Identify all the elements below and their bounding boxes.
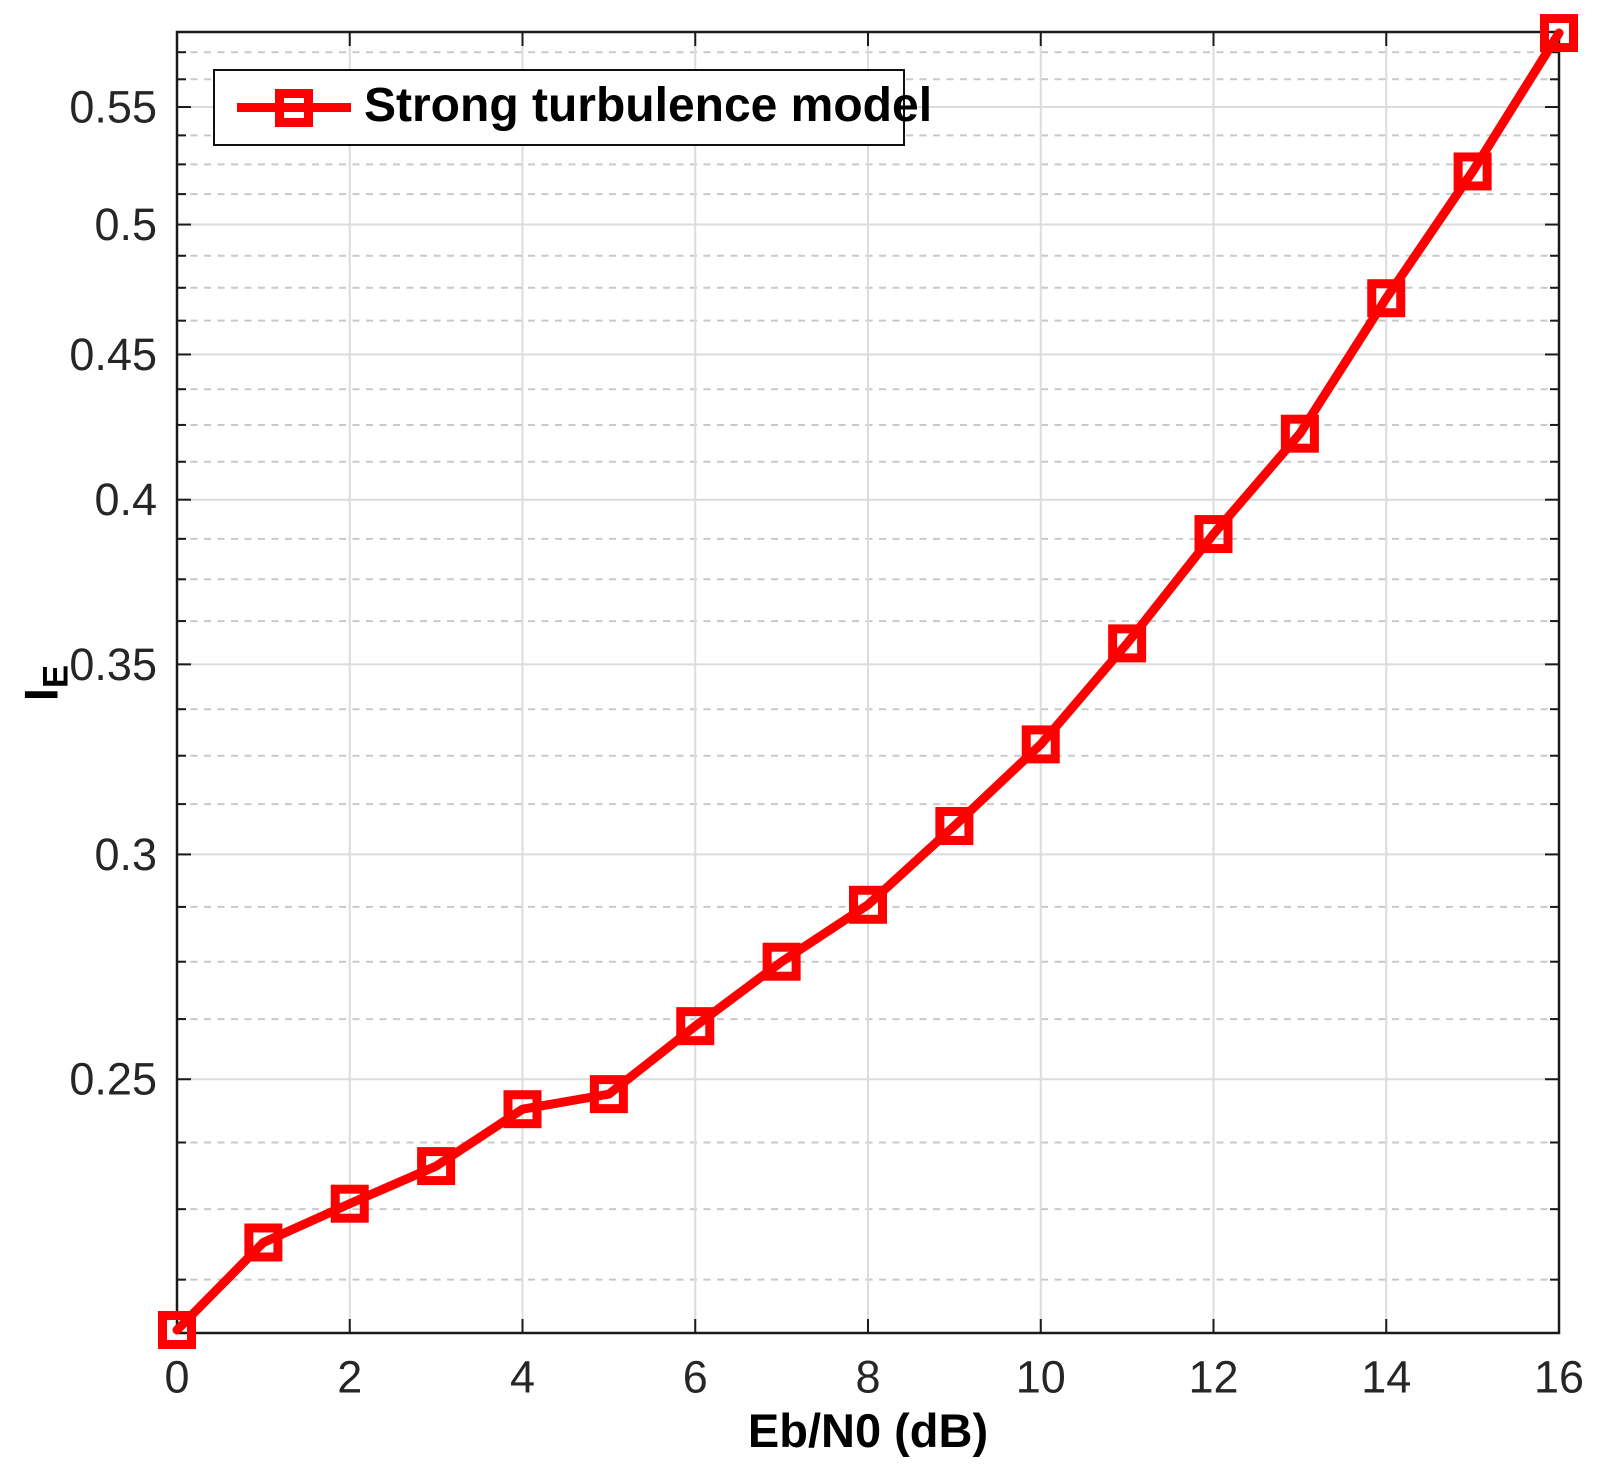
data-point-marker (244, 1223, 283, 1262)
y-tick-label: 0.45 (69, 329, 157, 380)
data-point-marker (676, 1007, 715, 1046)
data-point-marker (589, 1075, 628, 1114)
x-tick-label: 8 (855, 1352, 880, 1403)
y-tick-label: 0.35 (69, 639, 157, 690)
x-tick-label: 16 (1534, 1352, 1584, 1403)
y-tick-label: 0.4 (94, 474, 157, 525)
data-point-marker (1021, 725, 1060, 764)
x-axis-label: Eb/N0 (dB) (747, 1404, 989, 1457)
y-axis-label: IE (13, 665, 76, 701)
data-point-marker (762, 942, 801, 981)
data-point-marker (1540, 14, 1578, 53)
data-point-marker (1108, 624, 1147, 663)
x-tick-label: 14 (1361, 1352, 1411, 1403)
legend-line-sample (237, 103, 351, 112)
x-tick-label: 4 (510, 1352, 535, 1403)
legend-box: Strong turbulence model (213, 69, 932, 146)
legend-key-sample (237, 71, 351, 144)
x-tick-label: 2 (337, 1352, 362, 1403)
data-point-marker (1453, 152, 1492, 191)
x-tick-label: 0 (164, 1352, 189, 1403)
y-tick-label: 0.55 (69, 82, 157, 133)
data-point-marker (330, 1184, 369, 1223)
data-point-marker (849, 885, 887, 924)
data-point-marker (935, 806, 974, 845)
y-tick-label: 0.5 (94, 199, 157, 250)
data-point-marker (158, 1310, 196, 1349)
x-tick-label: 10 (1016, 1352, 1066, 1403)
x-tick-label: 6 (683, 1352, 708, 1403)
legend-square-marker-icon (275, 88, 313, 127)
data-point-marker (1367, 279, 1406, 318)
series-line (172, 28, 1564, 1335)
y-tick-label: 0.25 (69, 1054, 157, 1105)
y-axis-label-subscript: E (37, 664, 76, 689)
y-axis-label-main: I (14, 688, 68, 702)
data-point-marker (503, 1090, 542, 1129)
data-point-marker (1280, 414, 1319, 453)
x-tick-label: 12 (1188, 1352, 1238, 1403)
data-point-marker (417, 1147, 456, 1186)
y-tick-label: 0.3 (94, 829, 157, 880)
data-point-marker (1194, 515, 1233, 554)
legend-label: Strong turbulence model (364, 78, 933, 132)
